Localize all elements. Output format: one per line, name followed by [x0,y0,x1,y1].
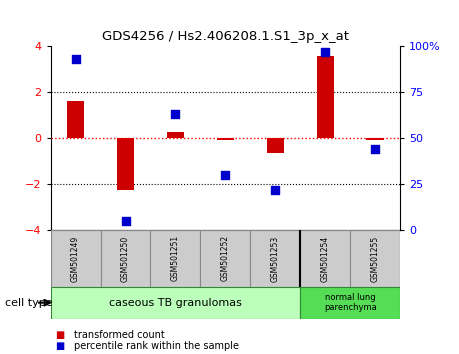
Text: GSM501253: GSM501253 [270,235,279,281]
Bar [150,230,200,287]
Bar [67,101,84,138]
Point [122,218,129,224]
Bar [200,230,250,287]
Text: GSM501249: GSM501249 [71,235,80,281]
Text: normal lung
parenchyma: normal lung parenchyma [323,293,376,312]
Text: cell type: cell type [5,298,52,308]
Bar [349,230,399,287]
Text: transformed count: transformed count [73,330,164,339]
Text: ■: ■ [55,330,64,339]
Bar [50,230,101,287]
Bar [117,138,134,190]
Bar [216,138,234,140]
Text: percentile rank within the sample: percentile rank within the sample [73,341,238,351]
Text: GSM501251: GSM501251 [171,235,179,281]
Text: GSM501255: GSM501255 [370,235,379,281]
Bar [300,287,399,319]
Text: caseous TB granulomas: caseous TB granulomas [109,298,241,308]
Bar [316,56,333,138]
Point [72,56,79,62]
Point [171,111,179,117]
Point [271,187,279,193]
Bar [250,230,300,287]
Bar [266,138,284,153]
Bar [300,230,349,287]
Text: GSM501252: GSM501252 [220,235,230,281]
Bar [50,287,300,319]
Point [221,172,229,178]
Bar [166,132,184,138]
Point [321,49,328,55]
Bar [366,138,383,140]
Bar [101,230,150,287]
Text: GSM501254: GSM501254 [320,235,329,281]
Text: ■: ■ [55,341,64,351]
Text: GSM501250: GSM501250 [121,235,130,281]
Point [371,146,378,152]
Title: GDS4256 / Hs2.406208.1.S1_3p_x_at: GDS4256 / Hs2.406208.1.S1_3p_x_at [102,30,348,44]
